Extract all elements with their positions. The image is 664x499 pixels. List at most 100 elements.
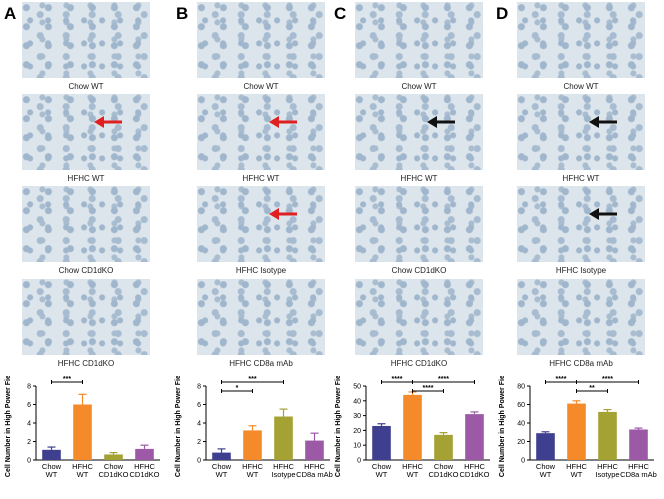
bar: [372, 425, 391, 460]
x-tick-label: Chow CD1dKO: [98, 462, 129, 479]
micrograph: [517, 2, 645, 78]
arrow-head: [269, 208, 279, 220]
image-label: Chow WT: [243, 82, 279, 91]
arrow-head: [589, 208, 599, 220]
image-label: HFHC WT: [400, 174, 438, 183]
image-label: HFHC WT: [562, 174, 600, 183]
micrograph: [355, 279, 483, 355]
bar: [465, 414, 484, 460]
y-tick-label: 6: [27, 402, 31, 409]
y-tick-label: 4: [27, 421, 31, 428]
significance-label: ***: [248, 376, 256, 383]
x-tick-label: HFHC WT: [242, 462, 263, 479]
arrow-head: [589, 116, 599, 128]
panel-letter: A: [4, 4, 17, 23]
panel-letter: D: [496, 4, 509, 23]
y-tick-label: 8: [197, 384, 201, 391]
micrograph: [22, 2, 150, 78]
micrograph: [22, 94, 150, 170]
chart: Cell Number in High Power Field 0 10 20 30 40…: [330, 376, 496, 497]
arrow-head: [427, 116, 437, 128]
chart: Cell Number in High Power Field 0 2 4 6 8 *** C…: [0, 376, 166, 497]
micrograph: [22, 186, 150, 262]
panel-letter: C: [334, 4, 347, 23]
y-tick-label: 20: [353, 428, 361, 435]
x-tick-label: HFHC CD8a mAb: [620, 462, 657, 479]
image-label: Chow CD1dKO: [391, 266, 447, 275]
significance-label: ****: [423, 385, 434, 392]
y-tick-label: 50: [353, 384, 361, 391]
y-axis-label: Cell Number in High Power Field: [175, 376, 182, 477]
y-axis-label: Cell Number in High Power Field: [335, 376, 342, 477]
x-tick-label: Chow WT: [371, 462, 392, 479]
y-tick-label: 10: [353, 443, 361, 450]
micrograph: [197, 2, 325, 78]
bar: [598, 411, 617, 460]
chart-svg: Cell Number in High Power Field 0 20 40 60 80…: [499, 376, 654, 477]
arrow-layer: [427, 116, 455, 128]
x-tick-label: Chow WT: [41, 462, 62, 479]
micrograph: [197, 94, 325, 170]
micrograph: [517, 279, 645, 355]
bar: [567, 403, 586, 460]
significance-label: ***: [63, 376, 71, 383]
y-tick-label: 40: [353, 398, 361, 405]
bar: [305, 440, 324, 460]
y-tick-label: 20: [517, 439, 525, 446]
image-label: HFHC WT: [242, 174, 280, 183]
x-tick-label: HFHC WT: [72, 462, 93, 479]
chart: Cell Number in High Power Field 0 20 40 60 80…: [494, 376, 660, 497]
bar: [403, 394, 422, 460]
x-tick-label: Chow CD1dKO: [428, 462, 459, 479]
image-label: HFHC CD8a mAb: [549, 359, 613, 368]
image-label: HFHC CD8a mAb: [229, 359, 293, 368]
micrograph: [197, 186, 325, 262]
x-tick-label: HFHC CD1dKO: [129, 462, 160, 479]
arrow-head: [269, 116, 279, 128]
y-tick-label: 80: [517, 384, 525, 391]
arrow-layer: [94, 116, 122, 128]
significance-label: *: [236, 385, 239, 392]
x-tick-label: HFHC WT: [566, 462, 587, 479]
micrograph: [197, 279, 325, 355]
y-tick-label: 40: [517, 421, 525, 428]
y-axis-label: Cell Number in High Power Field: [5, 376, 12, 477]
image-label: Chow WT: [68, 82, 104, 91]
arrow-layer: [589, 116, 617, 128]
x-tick-label: Chow WT: [211, 462, 232, 479]
chart-svg: Cell Number in High Power Field 0 10 20 30 40…: [335, 376, 490, 477]
bar: [212, 452, 231, 460]
x-tick-label: HFHC WT: [402, 462, 423, 479]
micrograph: [22, 279, 150, 355]
bar: [629, 429, 648, 460]
y-tick-label: 30: [353, 413, 361, 420]
x-tick-label: HFHC Isotype: [271, 462, 296, 479]
y-axis-label: Cell Number in High Power Field: [499, 376, 506, 477]
x-tick-label: HFHC CD1dKO: [459, 462, 490, 479]
significance-label: ****: [602, 376, 613, 383]
image-label: Chow CD1dKO: [58, 266, 114, 275]
image-label: HFHC CD1dKO: [57, 359, 115, 368]
bar: [104, 454, 123, 460]
arrow-layer: [269, 208, 297, 220]
significance-label: ****: [392, 376, 403, 383]
bar: [73, 404, 92, 460]
image-label: HFHC Isotype: [235, 266, 287, 275]
image-label: Chow WT: [563, 82, 599, 91]
image-label: Chow WT: [401, 82, 437, 91]
chart: Cell Number in High Power Field 0 2 4 6 8 *** *…: [170, 376, 336, 497]
x-tick-label: Chow WT: [535, 462, 556, 479]
micrograph: [355, 94, 483, 170]
y-tick-label: 0: [521, 458, 525, 465]
panel-letter: B: [176, 4, 189, 23]
image-label: HFHC CD1dKO: [390, 359, 448, 368]
bar: [243, 430, 262, 460]
arrow-layer: [269, 116, 297, 128]
micrograph: [517, 94, 645, 170]
y-tick-label: 2: [27, 439, 31, 446]
y-tick-label: 8: [27, 384, 31, 391]
micrograph: [355, 186, 483, 262]
image-label: HFHC WT: [67, 174, 105, 183]
